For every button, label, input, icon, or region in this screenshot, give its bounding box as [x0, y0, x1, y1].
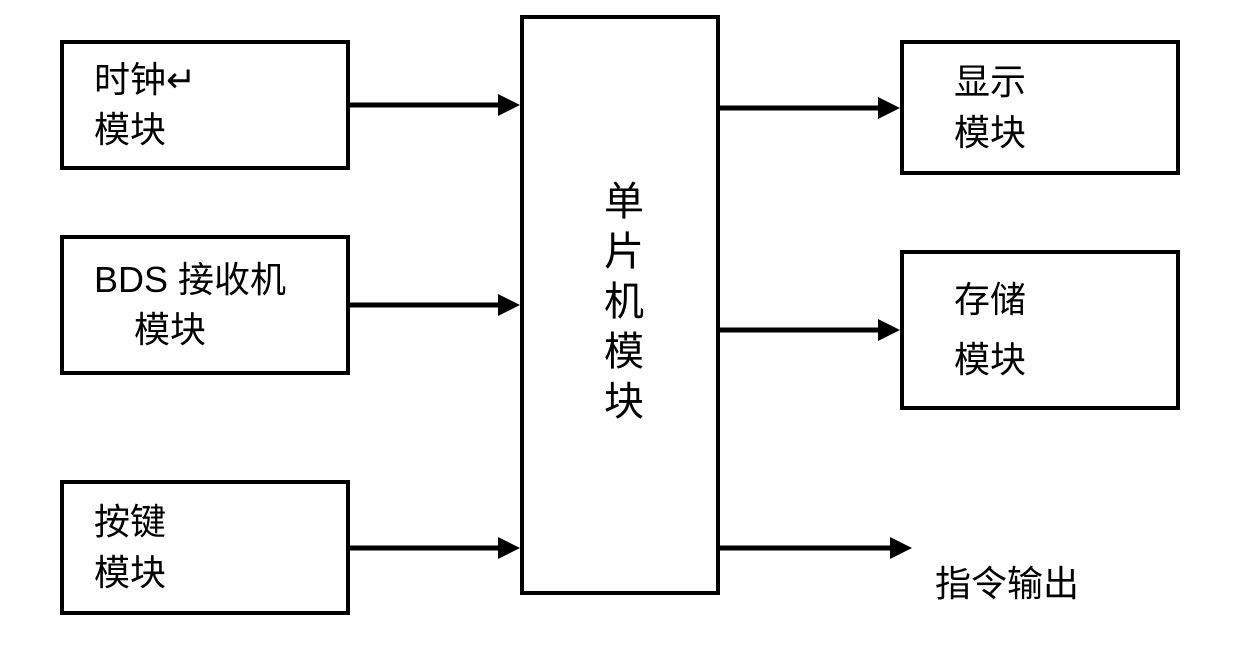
node-line: 时钟↵ [94, 55, 196, 105]
node-line: 模块 [94, 548, 166, 598]
node-line: 模块 [954, 108, 1026, 158]
node-center-label: 单片机模块 [591, 180, 649, 430]
node-mcu-module: 单片机模块 [520, 15, 720, 595]
node-line: 模块 [954, 335, 1026, 385]
node-display-module: 显示 模块 [900, 40, 1180, 175]
node-clock-module: 时钟↵ 模块 [60, 40, 350, 170]
node-line: BDS 接收机 [94, 255, 286, 305]
node-keypad-module: 按键 模块 [60, 480, 350, 615]
node-line: 按键 [94, 497, 166, 547]
node-line: 模块 [94, 105, 166, 155]
node-storage-module: 存储 模块 [900, 250, 1180, 410]
node-line: 模块 [94, 305, 206, 355]
label-command-output: 指令输出 [935, 555, 1079, 607]
node-line: 存储 [954, 275, 1026, 325]
node-bds-receiver-module: BDS 接收机 模块 [60, 235, 350, 375]
node-line: 显示 [954, 57, 1026, 107]
